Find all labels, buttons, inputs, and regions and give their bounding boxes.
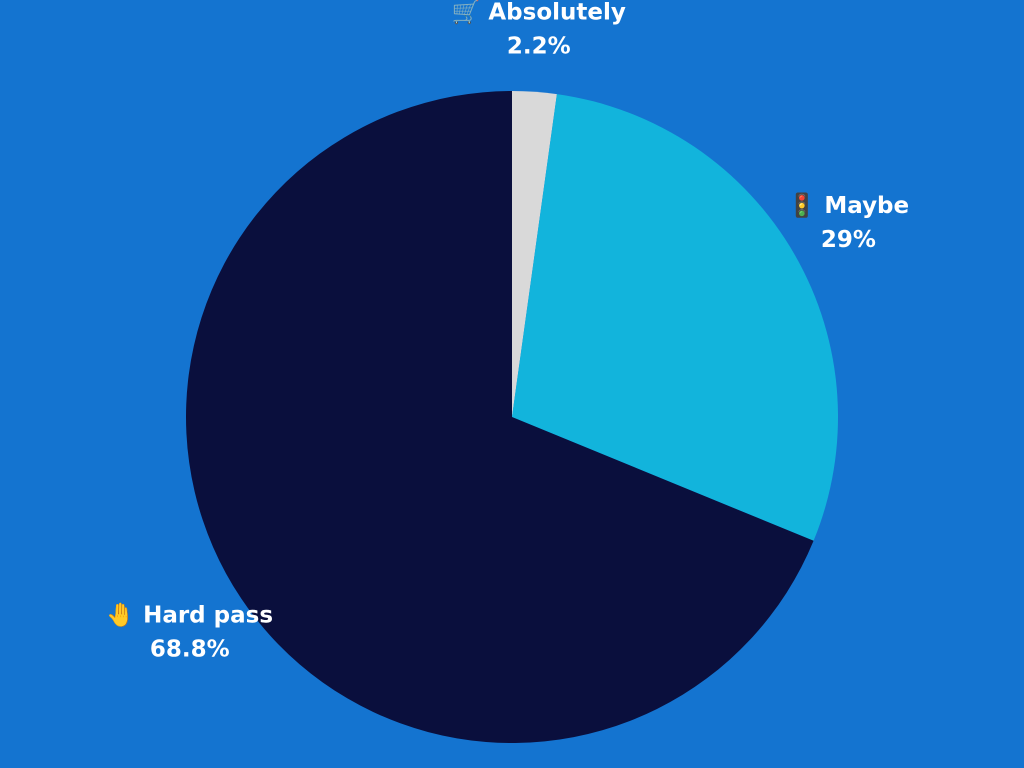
slice-label: 🛒 Absolutely xyxy=(452,0,626,25)
pie-slice xyxy=(185,91,814,743)
pie-slice xyxy=(512,94,838,541)
pie-slice xyxy=(512,91,557,417)
value-label: 68.8% xyxy=(150,637,230,663)
value-label: 29% xyxy=(821,227,876,253)
slice-label: 🤚 Hard pass xyxy=(106,602,273,629)
slice-label: 🚦 Maybe xyxy=(788,192,909,219)
value-label: 2.2% xyxy=(507,33,571,59)
